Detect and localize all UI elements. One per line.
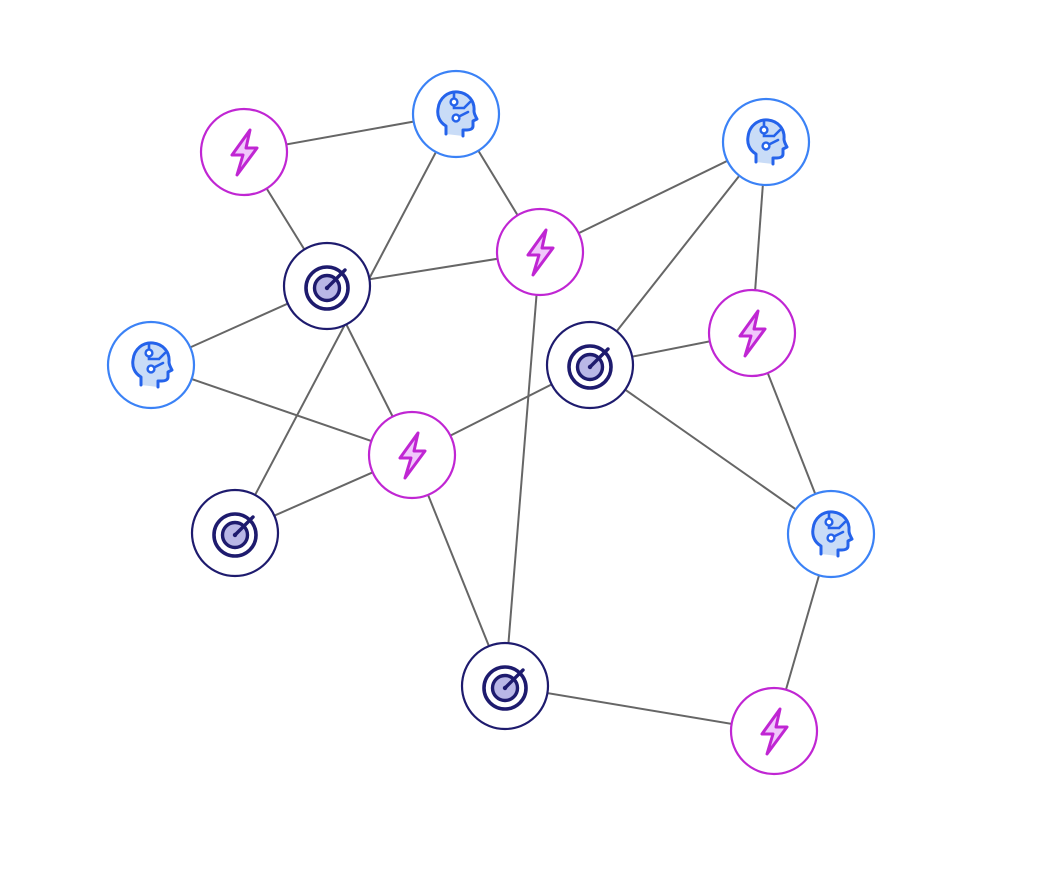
target-icon (304, 265, 350, 311)
node-head-3[interactable] (106, 320, 196, 410)
circuit-node (759, 125, 769, 135)
lightning-bolt-icon (230, 128, 259, 177)
edge-head-3-bolt-4 (150, 364, 413, 456)
bolt-shape (738, 309, 767, 358)
head-circuit-icon (131, 341, 174, 389)
target-outer-ring (567, 344, 613, 390)
head-circuit-icon (811, 510, 854, 558)
circuit-node (449, 97, 459, 107)
circuit-lines (147, 341, 167, 371)
circuit-node (761, 141, 771, 151)
edges-layer (150, 113, 832, 732)
node-bolt-2[interactable] (495, 207, 585, 297)
node-bolt-1[interactable] (199, 107, 289, 197)
edge-bolt-2-target-4 (504, 251, 541, 687)
target-center (232, 532, 238, 538)
circuit-node (144, 348, 154, 358)
circuit-node (826, 533, 836, 543)
target-outer-ring (304, 265, 350, 311)
head-circuit-icon (746, 118, 789, 166)
target-center (502, 685, 508, 691)
target-icon (212, 512, 258, 558)
nodes-layer (106, 69, 876, 776)
target-icon (482, 665, 528, 711)
edge-target-2-head-4 (589, 364, 832, 535)
lightning-bolt-icon (398, 431, 427, 480)
circuit-node (451, 113, 461, 123)
target-dart (233, 515, 255, 537)
circuit-lines (452, 90, 472, 120)
circuit-lines (762, 118, 782, 148)
edge-head-2-target-2 (589, 141, 767, 366)
bolt-shape (398, 431, 427, 480)
node-bolt-5[interactable] (729, 686, 819, 776)
target-outer-ring (482, 665, 528, 711)
bolt-shape (230, 128, 259, 177)
bolt-shape (760, 707, 789, 756)
circuit-lines (827, 510, 847, 540)
lightning-bolt-icon (760, 707, 789, 756)
target-dart (588, 347, 610, 369)
head-circuit-icon (436, 90, 479, 138)
lightning-bolt-icon (526, 228, 555, 277)
circuit-node (146, 364, 156, 374)
target-center (587, 364, 593, 370)
node-target-4[interactable] (460, 641, 550, 731)
node-target-2[interactable] (545, 320, 635, 410)
node-head-2[interactable] (721, 97, 811, 187)
edge-target-4-bolt-5 (504, 685, 775, 732)
target-center (324, 285, 330, 291)
node-target-1[interactable] (282, 241, 372, 331)
node-target-3[interactable] (190, 488, 280, 578)
node-head-4[interactable] (786, 489, 876, 579)
target-outer-ring (212, 512, 258, 558)
node-head-1[interactable] (411, 69, 501, 159)
bolt-shape (526, 228, 555, 277)
circuit-node (824, 517, 834, 527)
node-bolt-4[interactable] (367, 410, 457, 500)
node-bolt-3[interactable] (707, 288, 797, 378)
target-dart (325, 268, 347, 290)
target-icon (567, 344, 613, 390)
lightning-bolt-icon (738, 309, 767, 358)
target-dart (503, 668, 525, 690)
